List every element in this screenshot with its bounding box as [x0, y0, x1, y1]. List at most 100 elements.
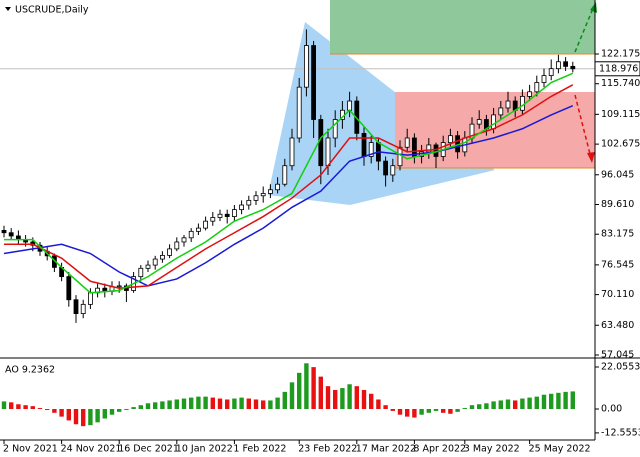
ao-bar [81, 409, 86, 427]
ao-bar [95, 409, 100, 423]
candle-body [311, 45, 317, 120]
ao-bar [225, 399, 230, 410]
ao-bar [541, 394, 547, 410]
ao-bar [498, 400, 503, 410]
ao-bar [549, 393, 554, 410]
x-tick-label: 8 Apr 2022 [413, 444, 466, 455]
ao-bar [570, 391, 575, 410]
ao-bar [268, 400, 273, 410]
candle-body [1, 230, 7, 234]
candle-body [318, 119, 324, 167]
ao-bar [556, 392, 561, 410]
ao-bar [203, 396, 208, 410]
candle-body [195, 227, 201, 232]
ao-bar [505, 399, 511, 410]
range-zone [395, 92, 595, 168]
candle-body [73, 299, 79, 315]
ao-bar [426, 409, 431, 413]
y-tick-label: 63.480 [601, 320, 634, 331]
candle-body [282, 165, 288, 185]
candle-body [447, 135, 453, 144]
last-price-label: 118.976 [599, 63, 638, 74]
ao-bar [210, 397, 215, 410]
moving-average [4, 72, 574, 294]
ao-bar [369, 393, 374, 410]
ao-bar [37, 408, 43, 410]
y-tick-label: 109.115 [601, 109, 640, 120]
ao-bar [189, 397, 194, 410]
ao-bar [433, 409, 439, 411]
candle-body [203, 220, 209, 229]
ao-bar [520, 398, 525, 410]
candle-body [325, 137, 331, 167]
ao-bar [469, 405, 475, 410]
ao-bar [484, 403, 489, 410]
ao-bar [59, 409, 64, 417]
candle-body [246, 199, 252, 206]
ao-bar [318, 376, 323, 410]
x-tick-label: 16 Dec 2021 [118, 444, 179, 455]
ao-bar [297, 372, 302, 410]
ao-bar [9, 402, 14, 410]
y-tick-label: 89.610 [601, 199, 634, 210]
ao-bar [491, 401, 496, 410]
ao-bar [167, 400, 172, 410]
ao-bar [261, 400, 266, 410]
x-tick-label: 17 Mar 2022 [356, 444, 416, 455]
candle-body [332, 119, 338, 139]
ao-bar [390, 409, 395, 411]
ao-bar [138, 405, 143, 410]
candle-body [361, 132, 367, 157]
y-tick-label: 22.0553 [601, 362, 640, 373]
moving-average [3, 104, 574, 287]
ao-bar [16, 404, 21, 410]
ao-bar [448, 409, 453, 414]
ao-bar [361, 389, 367, 410]
y-tick-label: 83.175 [601, 229, 634, 240]
candle-body [8, 232, 14, 237]
ao-bar [246, 398, 251, 410]
candle-body [404, 137, 410, 148]
down-arrow [574, 94, 592, 159]
candle-body [491, 114, 497, 130]
candle-body [556, 61, 561, 70]
candle-body [541, 75, 547, 83]
indicator-title: AO 9.2362 [5, 365, 55, 376]
ao-bar [45, 409, 50, 410]
ao-bar [66, 409, 71, 421]
candle-body [253, 195, 259, 201]
x-tick-label: 10 Jan 2022 [176, 444, 233, 455]
x-tick-label: 25 May 2022 [529, 444, 591, 455]
ao-bar [412, 409, 417, 418]
ao-bar [160, 401, 165, 410]
ao-bar [23, 405, 28, 410]
y-tick-label: 122.175 [601, 49, 640, 60]
up-arrow [574, 5, 595, 53]
ao-bar [462, 408, 467, 410]
y-tick-label: 57.045 [601, 349, 634, 360]
candle-body [303, 45, 309, 88]
candle-body [275, 183, 281, 191]
candle-body [347, 100, 353, 111]
plot: 122.175 115.740 109.115 102.675 96.045 89.610… [0, 29, 640, 455]
ao-bar [196, 396, 201, 410]
candle-body [368, 142, 374, 157]
ao-bar [397, 409, 403, 415]
candle-body [181, 237, 187, 243]
menu-icon [5, 7, 11, 11]
ao-bar [117, 409, 122, 412]
ao-bar [419, 409, 424, 415]
moving-average [4, 84, 574, 289]
ao-bar [347, 384, 352, 410]
candle-body [267, 189, 273, 194]
candle-body [116, 285, 122, 288]
ao-bar [88, 409, 93, 426]
candle-body [152, 258, 158, 266]
candle-body [390, 165, 396, 176]
ao-bar [304, 363, 309, 410]
ao-bar [109, 409, 115, 415]
x-tick-label: 3 May 2022 [464, 444, 520, 455]
x-tick-label: 1 Feb 2022 [233, 444, 286, 455]
candle-body [167, 248, 173, 256]
x-tick-label: 2 Nov 2021 [3, 444, 58, 455]
